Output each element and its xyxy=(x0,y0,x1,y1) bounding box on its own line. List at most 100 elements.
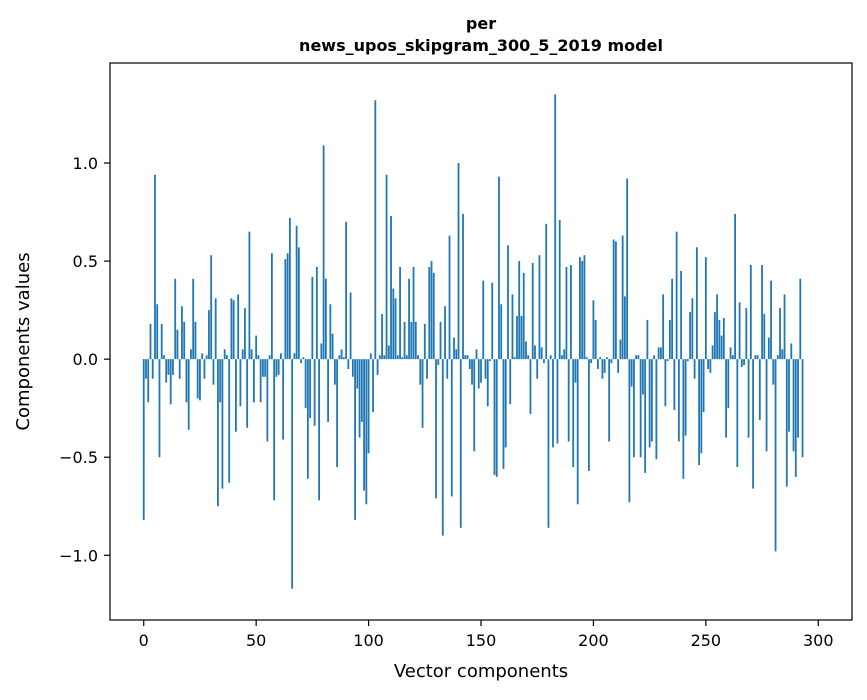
bar-186 xyxy=(561,355,563,360)
bar-33 xyxy=(217,359,219,507)
bar-53 xyxy=(262,359,264,377)
bar-14 xyxy=(174,278,177,360)
bar-252 xyxy=(709,359,712,373)
bar-79 xyxy=(320,343,323,360)
bar-55 xyxy=(266,359,269,442)
bar-236 xyxy=(673,359,676,411)
bar-51 xyxy=(257,355,260,360)
bar-38 xyxy=(228,359,231,483)
bar-196 xyxy=(583,255,586,360)
bar-293 xyxy=(801,359,804,458)
bar-180 xyxy=(547,359,550,528)
bar-15 xyxy=(176,329,179,360)
bar-172 xyxy=(529,359,532,415)
bar-41 xyxy=(235,359,237,432)
bar-20 xyxy=(187,359,190,430)
bar-6 xyxy=(156,304,159,360)
bar-265 xyxy=(738,302,741,360)
bar-109 xyxy=(387,345,390,360)
x-tick-label: 250 xyxy=(691,631,722,650)
bar-166 xyxy=(516,316,518,360)
bar-42 xyxy=(237,294,240,360)
bar-162 xyxy=(507,245,509,360)
bar-168 xyxy=(520,316,523,360)
bar-18 xyxy=(183,321,186,360)
bar-58 xyxy=(273,359,276,501)
bar-69 xyxy=(297,247,300,360)
bar-249 xyxy=(702,359,705,413)
bar-287 xyxy=(788,359,790,432)
bar-117 xyxy=(405,355,408,360)
bar-163 xyxy=(509,359,512,405)
bar-195 xyxy=(581,261,584,360)
bar-219 xyxy=(635,355,638,360)
bar-96 xyxy=(358,359,361,438)
bar-179 xyxy=(545,223,548,360)
bar-23 xyxy=(194,321,197,360)
bar-244 xyxy=(691,298,694,360)
bar-30 xyxy=(210,255,213,360)
bar-113 xyxy=(396,355,399,360)
bar-227 xyxy=(653,355,656,360)
bar-253 xyxy=(711,345,714,360)
bar-210 xyxy=(615,241,617,360)
bar-169 xyxy=(522,272,525,360)
bar-189 xyxy=(567,359,570,442)
bar-271 xyxy=(752,359,754,489)
bar-148 xyxy=(475,349,478,360)
bar-223 xyxy=(644,359,647,473)
bar-82 xyxy=(327,359,329,422)
bar-157 xyxy=(495,359,498,477)
bar-263 xyxy=(734,214,736,360)
bar-201 xyxy=(594,319,597,360)
bar-158 xyxy=(498,176,500,360)
bar-209 xyxy=(612,239,615,360)
bar-256 xyxy=(718,319,721,360)
bar-159 xyxy=(500,304,503,360)
bar-286 xyxy=(785,359,788,487)
bar-118 xyxy=(408,278,410,360)
bar-239 xyxy=(680,270,683,360)
bar-139 xyxy=(455,349,458,360)
bar-97 xyxy=(360,359,363,422)
bar-165 xyxy=(513,357,516,360)
bar-83 xyxy=(329,304,332,360)
bar-141 xyxy=(459,359,462,528)
bar-100 xyxy=(367,359,370,454)
bar-241 xyxy=(684,359,687,436)
bar-5 xyxy=(154,174,156,360)
bar-73 xyxy=(306,359,309,479)
bar-200 xyxy=(592,300,595,360)
bar-115 xyxy=(401,357,404,360)
bar-133 xyxy=(441,359,444,536)
bar-257 xyxy=(720,335,723,360)
y-tick-label: 0.5 xyxy=(73,252,98,271)
bar-93 xyxy=(351,359,354,377)
bar-246 xyxy=(695,247,698,360)
bar-116 xyxy=(403,321,406,360)
bar-8 xyxy=(160,323,163,360)
bar-17 xyxy=(181,306,183,360)
bar-128 xyxy=(430,261,433,360)
bar-144 xyxy=(466,355,469,360)
bar-25 xyxy=(199,359,201,401)
bar-203 xyxy=(599,357,602,360)
bar-112 xyxy=(394,298,397,360)
bar-245 xyxy=(693,359,696,379)
bar-267 xyxy=(743,359,745,366)
bar-243 xyxy=(689,312,692,360)
bar-104 xyxy=(376,359,379,375)
bar-167 xyxy=(518,261,521,360)
bar-138 xyxy=(453,337,455,360)
x-tick-label: 0 xyxy=(139,631,149,650)
bar-250 xyxy=(704,257,707,360)
bar-211 xyxy=(617,359,620,373)
bar-290 xyxy=(794,359,797,477)
bar-111 xyxy=(392,288,395,360)
bar-22 xyxy=(192,278,195,360)
bar-254 xyxy=(713,312,716,360)
bar-87 xyxy=(338,355,341,360)
bar-221 xyxy=(639,359,642,458)
bar-122 xyxy=(417,355,419,360)
bar-90 xyxy=(345,221,347,360)
